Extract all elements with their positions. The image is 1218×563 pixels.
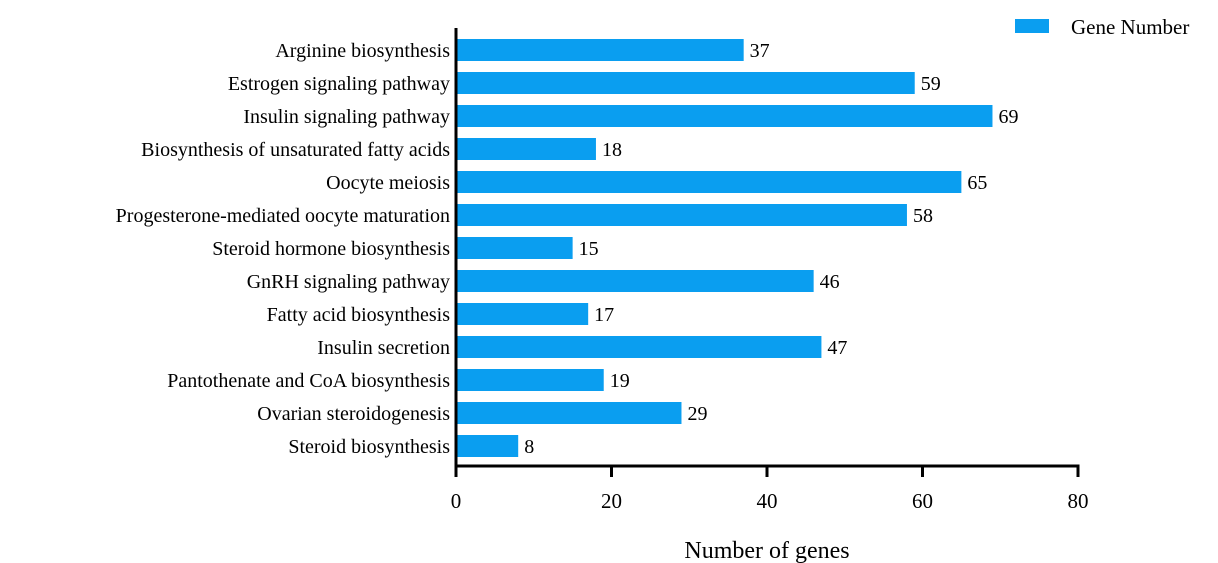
data-label: 69 [998, 106, 1018, 128]
category-labels: Arginine biosynthesis Estrogen signaling … [116, 40, 451, 458]
data-label: 47 [827, 337, 847, 359]
bar [456, 105, 993, 127]
category-label: Oocyte meiosis [326, 172, 450, 194]
category-label: Fatty acid biosynthesis [267, 304, 451, 326]
bars-group [456, 39, 993, 457]
data-label: 58 [913, 205, 933, 227]
x-tick-label: 0 [451, 489, 462, 513]
data-label: 17 [594, 304, 614, 326]
data-label: 29 [687, 403, 707, 425]
legend: Gene Number [1015, 15, 1189, 39]
data-label: 37 [750, 40, 770, 62]
data-label: 18 [602, 139, 622, 161]
bar [456, 270, 814, 292]
bar [456, 336, 822, 358]
category-label: Steroid biosynthesis [288, 436, 450, 458]
x-tick-label: 60 [912, 489, 933, 513]
bar [456, 72, 915, 94]
data-label: 46 [820, 271, 840, 293]
category-label: Insulin secretion [317, 337, 450, 359]
x-axis-ticks: 0 20 40 60 80 [451, 466, 1089, 513]
data-label: 59 [921, 73, 941, 95]
legend-label: Gene Number [1071, 15, 1189, 39]
legend-swatch [1015, 19, 1049, 33]
category-label: Arginine biosynthesis [275, 40, 450, 62]
x-tick-label: 40 [757, 489, 778, 513]
x-tick-label: 80 [1068, 489, 1089, 513]
data-label: 65 [967, 172, 987, 194]
bar [456, 435, 519, 457]
category-label: Insulin signaling pathway [243, 106, 450, 128]
category-label: Pantothenate and CoA biosynthesis [167, 370, 450, 392]
x-tick-label: 20 [601, 489, 622, 513]
category-label: Ovarian steroidogenesis [257, 403, 450, 425]
x-axis-title: Number of genes [684, 538, 849, 563]
value-labels: 37 59 69 18 65 58 15 46 17 47 19 29 8 [524, 40, 1018, 458]
bar [456, 237, 573, 259]
bar [456, 171, 962, 193]
bar [456, 402, 682, 424]
category-label: Steroid hormone biosynthesis [212, 238, 450, 260]
category-label: Progesterone-mediated oocyte maturation [116, 205, 450, 227]
data-label: 8 [524, 436, 534, 458]
bar [456, 138, 596, 160]
category-label: Biosynthesis of unsaturated fatty acids [141, 139, 450, 161]
data-label: 15 [579, 238, 599, 260]
bar [456, 204, 907, 226]
bar [456, 369, 604, 391]
bar [456, 303, 589, 325]
bar [456, 39, 744, 61]
category-label: Estrogen signaling pathway [228, 73, 450, 95]
data-label: 19 [610, 370, 630, 392]
category-label: GnRH signaling pathway [247, 271, 450, 293]
